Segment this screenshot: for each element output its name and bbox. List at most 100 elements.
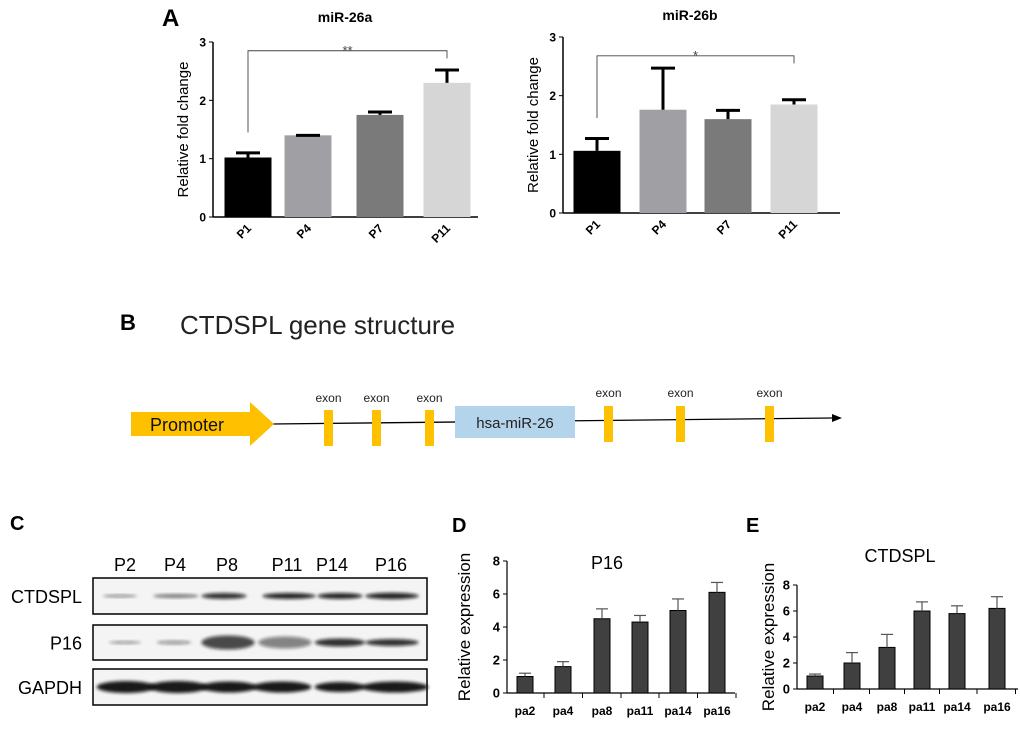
x-tick-label: pa2	[805, 700, 826, 714]
y-tick-label: 0	[493, 686, 500, 701]
x-tick-label: P7	[366, 221, 387, 242]
band	[156, 640, 192, 645]
blot-strip-CTDSPL	[92, 577, 428, 615]
bar-pa16	[988, 607, 1006, 690]
x-tick-label: pa14	[943, 700, 971, 714]
x-tick-label: pa4	[842, 700, 863, 714]
band	[365, 592, 419, 600]
panel-label-a: A	[162, 5, 179, 32]
exon-label: exon	[667, 386, 693, 400]
exon-label: exon	[595, 386, 621, 400]
bar-pa14	[669, 610, 687, 694]
panel-label-c: C	[10, 513, 24, 535]
y-tick-label: 2	[199, 94, 206, 108]
y-axis-label: Relative expression	[759, 563, 778, 711]
bar-P11	[423, 82, 471, 217]
bar-P7	[704, 119, 752, 213]
chart-a2: miR-26b Relative fold change 0 1 2 3 P1 P4 P7 P11…	[525, 7, 840, 242]
y-tick-label: 6	[783, 604, 790, 619]
bar-pa2	[516, 676, 534, 694]
significance-bracket	[247, 50, 448, 133]
row-label-CTDSPL: CTDSPL	[11, 587, 82, 607]
x-tick-label: pa2	[515, 704, 536, 718]
y-tick-label: 4	[783, 630, 791, 645]
panel-label-d: D	[452, 515, 466, 537]
mirna-label: hsa-miR-26	[476, 415, 554, 432]
row-label-P16: P16	[50, 634, 82, 654]
significance-label: **	[342, 43, 352, 58]
y-tick-label: 3	[549, 31, 556, 45]
band	[201, 681, 257, 693]
band	[96, 681, 156, 693]
bar-P4	[284, 135, 332, 217]
y-tick-label: 2	[549, 89, 556, 103]
y-tick-label: 8	[493, 554, 500, 569]
chart-title: miR-26a	[318, 9, 373, 25]
bar-pa8	[878, 646, 896, 690]
exon-label: exon	[756, 386, 782, 400]
exon-box	[676, 406, 685, 442]
bar-P1	[224, 157, 272, 217]
bar-pa4	[554, 666, 572, 694]
chart-title: P16	[591, 553, 623, 573]
exon-label: exon	[363, 391, 389, 405]
band	[361, 681, 429, 693]
mirna-box	[455, 406, 575, 438]
band	[314, 682, 366, 692]
lane-label: P11	[272, 555, 303, 575]
x-tick-label: P1	[234, 221, 255, 242]
bar-pa8	[593, 618, 611, 694]
band	[102, 594, 138, 598]
chart-e: CTDSPL Relative expression 0 2 4 6 8 pa2 pa4 pa8 p…	[759, 546, 1018, 714]
y-tick-label: 2	[783, 656, 790, 671]
y-tick-label: 0	[199, 211, 206, 225]
exon-box	[324, 410, 333, 446]
x-tick-label: pa16	[983, 700, 1011, 714]
band	[201, 593, 247, 599]
y-tick-label: 1	[199, 152, 206, 166]
row-label-GAPDH: GAPDH	[18, 678, 82, 698]
x-tick-label: P11	[429, 221, 454, 246]
x-tick-label: pa11	[909, 700, 936, 714]
lane-label: P8	[216, 555, 238, 575]
exon-box	[425, 410, 434, 446]
exon-box	[765, 406, 774, 442]
x-tick-label: pa4	[553, 704, 574, 718]
x-tick-label: P7	[714, 217, 735, 238]
bar-pa11	[631, 621, 649, 694]
exon-box	[604, 406, 613, 442]
bar-pa11	[913, 610, 931, 690]
gene-structure-diagram: CTDSPL gene structure Promoter hsa-miR-2…	[131, 310, 842, 446]
y-tick-label: 2	[493, 653, 500, 668]
x-tick-label: pa8	[592, 704, 613, 718]
x-tick-label: pa8	[877, 700, 898, 714]
x-tick-label: pa11	[627, 704, 654, 718]
bar-pa14	[948, 613, 966, 690]
bar-pa4	[843, 662, 861, 690]
y-tick-label: 0	[549, 207, 556, 221]
chart-d: P16 Relative expression 0 2 4 6 8 pa2 pa4 pa8 pa11…	[455, 553, 737, 718]
western-blot: P2 P4 P8 P11 P14 P16 CTDSPL P16 GAPDH	[11, 555, 429, 706]
exon-label: exon	[416, 391, 442, 405]
lane-label: P16	[375, 555, 407, 575]
y-tick-label: 6	[493, 587, 500, 602]
y-axis-label: Relative fold change	[175, 62, 192, 198]
panel-label-b: B	[120, 310, 136, 335]
chart-title: miR-26b	[662, 7, 717, 23]
band	[153, 594, 199, 598]
gene-arrowhead	[832, 414, 842, 422]
y-axis-label: Relative expression	[455, 553, 474, 701]
bar-P1	[573, 150, 621, 213]
x-tick-label: pa16	[703, 704, 731, 718]
band	[258, 636, 312, 649]
x-tick-label: pa14	[664, 704, 692, 718]
lane-label: P14	[316, 555, 348, 575]
band	[317, 593, 363, 599]
y-tick-label: 3	[199, 36, 206, 50]
band	[314, 638, 366, 647]
x-tick-label: P4	[649, 217, 670, 238]
band	[262, 593, 316, 599]
gene-structure-title: CTDSPL gene structure	[180, 310, 455, 340]
x-tick-label: P1	[583, 217, 604, 238]
y-tick-label: 1	[549, 148, 556, 162]
